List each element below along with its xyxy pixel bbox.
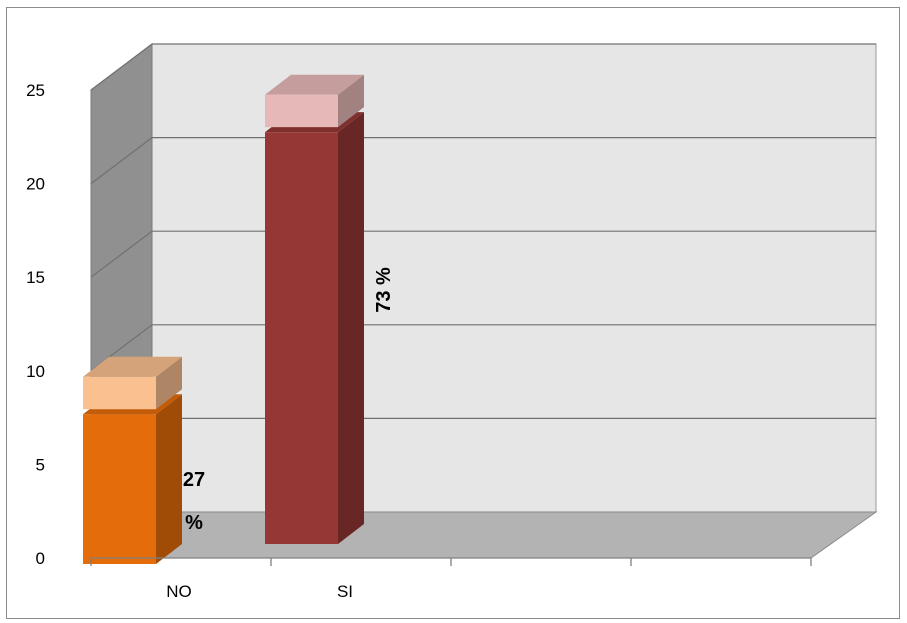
chart-walls (90, 42, 877, 560)
axes (90, 557, 812, 566)
bar-no-segment-1 (83, 414, 156, 564)
gridline (90, 137, 876, 185)
bar-si-segment-1 (265, 132, 338, 544)
data-label-no: 27% (183, 469, 205, 534)
gridline (90, 230, 876, 278)
bar-side (338, 74, 364, 128)
y-tick-label: 10 (26, 362, 45, 381)
y-tick-label: 15 (26, 268, 45, 287)
y-tick-label: 0 (36, 549, 45, 568)
y-tick-label: 5 (36, 455, 45, 474)
bar-no-segment-2 (83, 376, 156, 410)
y-tick-label: 20 (26, 175, 45, 194)
chart-floor-plane (89, 511, 878, 559)
labels: 0 5 10 15 20 25 NO SI 27 % 73 % (26, 81, 395, 601)
gridline (90, 43, 876, 91)
bar-top (265, 74, 364, 95)
bar-side (156, 356, 182, 410)
bar-side (338, 112, 364, 544)
y-tick-label: 25 (26, 81, 45, 100)
bars (83, 74, 364, 564)
chart-frame: 0 5 10 15 20 25 NO SI 27% 73 % (6, 7, 900, 619)
data-label-si: 73 % (373, 267, 395, 313)
bar-si-segment-2 (265, 94, 338, 128)
gridline (90, 324, 876, 372)
bar-top (83, 356, 182, 377)
bar-chart: 0 5 10 15 20 25 NO SI 27 % 73 % (26, 42, 878, 601)
x-category-label: SI (337, 582, 353, 601)
bar-side (156, 394, 182, 564)
x-category-label: NO (166, 582, 192, 601)
chart-floor (89, 511, 878, 559)
back-wall (151, 43, 877, 513)
